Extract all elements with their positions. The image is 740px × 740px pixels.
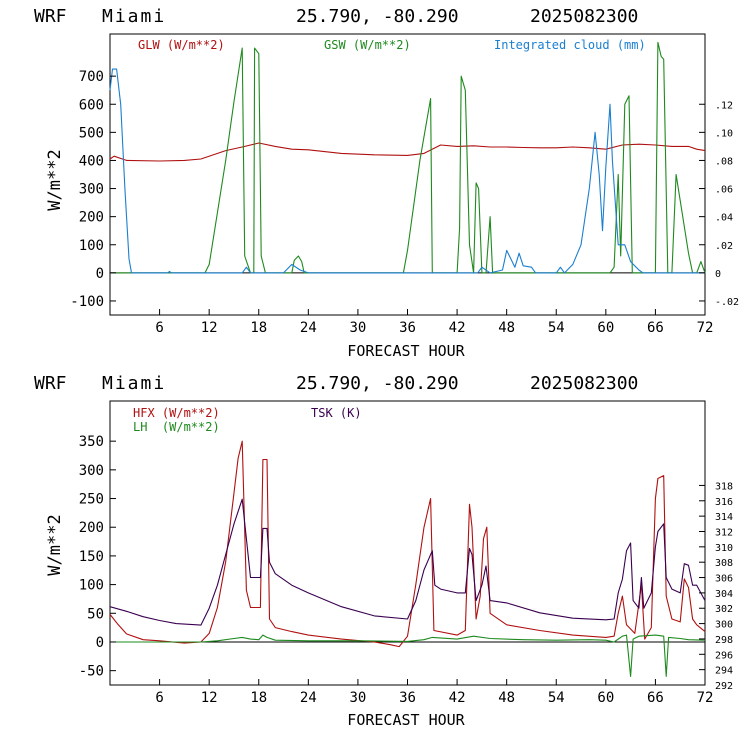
y2-tick-label: 302 (715, 604, 733, 615)
series-line-gsw (110, 41, 706, 274)
x-tick-label: 6 (155, 690, 163, 706)
y-axis-ticks: -50 0 50 100 150 200 250 300 350 (79, 434, 116, 680)
x-tick-label: 66 (647, 690, 664, 706)
y2-tick-label: .10 (715, 128, 733, 139)
glw-gsw-cloud-chart: WRF Miami 25.790, -80.290 2025082300 -10… (34, 6, 739, 360)
header-init: 2025082300 (530, 6, 638, 27)
y-tick-label: 250 (79, 492, 104, 508)
x-tick-label: 42 (449, 320, 466, 336)
legend-cloud: Integrated cloud (mm) (494, 38, 646, 52)
legend-tsk: TSK (K) (311, 406, 362, 420)
x-axis-ticks: 6 12 18 24 30 36 42 48 54 60 66 72 (155, 679, 713, 706)
y-axis-label: W/m**2 (45, 514, 65, 575)
legend-hfx: HFX (W/m**2) (133, 406, 220, 420)
x-tick-label: 72 (697, 690, 714, 706)
x-axis-label: FORECAST HOUR (347, 342, 465, 360)
y2-tick-label: 318 (715, 481, 733, 492)
header-model: WRF (34, 6, 67, 27)
y-tick-label: 50 (87, 606, 104, 622)
y2-tick-label: 310 (715, 543, 733, 554)
x-tick-label: 36 (399, 320, 416, 336)
y2-tick-label: 292 (715, 681, 733, 692)
y-tick-label: 500 (79, 125, 104, 141)
legend-lh: LH (W/m**2) (133, 420, 220, 434)
series-line-tsk (109, 498, 706, 626)
y-axis-ticks: -100 0 100 200 300 400 500 600 700 (70, 69, 116, 310)
header-coords: 25.790, -80.290 (296, 6, 459, 27)
x-tick-label: 48 (498, 320, 515, 336)
x-tick-label: 24 (300, 690, 317, 706)
y-tick-label: 200 (79, 210, 104, 226)
series-line-cloud (109, 68, 705, 274)
y-tick-label: 300 (79, 463, 104, 479)
y-tick-label: 0 (96, 635, 104, 651)
x-tick-label: 6 (155, 320, 163, 336)
header-location: Miami (102, 373, 166, 394)
x-tick-label: 54 (548, 690, 565, 706)
y-tick-label: 400 (79, 153, 104, 169)
y-tick-label: 300 (79, 182, 104, 198)
y2-tick-label: .12 (715, 100, 733, 111)
y2-tick-label: .08 (715, 156, 733, 167)
series-line-glw (109, 142, 706, 162)
x-tick-label: 24 (300, 320, 317, 336)
series-layer (109, 440, 706, 677)
header-model: WRF (34, 373, 67, 394)
y-tick-label: 100 (79, 238, 104, 254)
y2-tick-label: 304 (715, 589, 733, 600)
y2-axis-ticks: 292 294 296 298 300 302 304 306 308 310 312 314 316 3… (699, 481, 733, 692)
y2-tick-label: -.02 (715, 297, 739, 308)
y-tick-label: 200 (79, 520, 104, 536)
y-tick-label: 350 (79, 434, 104, 450)
y-tick-label: -100 (70, 294, 104, 310)
y2-tick-label: 308 (715, 558, 733, 569)
series-line-hfx (109, 440, 706, 648)
x-tick-label: 18 (250, 690, 267, 706)
y2-tick-label: 296 (715, 650, 733, 661)
y2-tick-label: 0 (715, 269, 721, 280)
x-tick-label: 48 (498, 690, 515, 706)
legend-glw: GLW (W/m**2) (138, 38, 225, 52)
x-axis-ticks: 6 12 18 24 30 36 42 48 54 60 66 72 (155, 309, 713, 336)
y-tick-label: -50 (79, 664, 104, 680)
x-tick-label: 66 (647, 320, 664, 336)
legend-gsw: GSW (W/m**2) (324, 38, 411, 52)
header-location: Miami (102, 6, 166, 27)
x-tick-label: 30 (349, 690, 366, 706)
y2-tick-label: 314 (715, 512, 733, 523)
x-axis-label: FORECAST HOUR (347, 711, 465, 729)
series-line-lh (110, 634, 706, 677)
x-tick-label: 18 (250, 320, 267, 336)
y2-tick-label: 306 (715, 574, 733, 585)
header-init: 2025082300 (530, 373, 638, 394)
y-tick-label: 100 (79, 578, 104, 594)
x-tick-label: 30 (349, 320, 366, 336)
x-tick-label: 60 (597, 320, 614, 336)
y2-tick-label: 294 (715, 666, 733, 677)
y2-tick-label: .02 (715, 241, 733, 252)
y-tick-label: 700 (79, 69, 104, 85)
y-tick-label: 0 (96, 266, 104, 282)
x-tick-label: 60 (597, 690, 614, 706)
y2-tick-label: 312 (715, 527, 733, 538)
x-tick-label: 42 (449, 690, 466, 706)
y-tick-label: 600 (79, 97, 104, 113)
x-tick-label: 72 (697, 320, 714, 336)
series-layer (109, 41, 706, 274)
hfx-lh-tsk-chart: WRF Miami 25.790, -80.290 2025082300 -50… (34, 373, 733, 729)
y2-axis-ticks: -.02 0 .02 .04 .06 .08 .10 .12 (699, 100, 739, 308)
x-tick-label: 12 (201, 690, 218, 706)
y-axis-label: W/m**2 (45, 149, 65, 210)
x-tick-label: 54 (548, 320, 565, 336)
y2-tick-label: 316 (715, 497, 733, 508)
header-coords: 25.790, -80.290 (296, 373, 459, 394)
y2-tick-label: .06 (715, 185, 733, 196)
y-tick-label: 150 (79, 549, 104, 565)
y2-tick-label: .04 (715, 213, 733, 224)
y2-tick-label: 300 (715, 620, 733, 631)
x-tick-label: 12 (201, 320, 218, 336)
y2-tick-label: 298 (715, 635, 733, 646)
x-tick-label: 36 (399, 690, 416, 706)
